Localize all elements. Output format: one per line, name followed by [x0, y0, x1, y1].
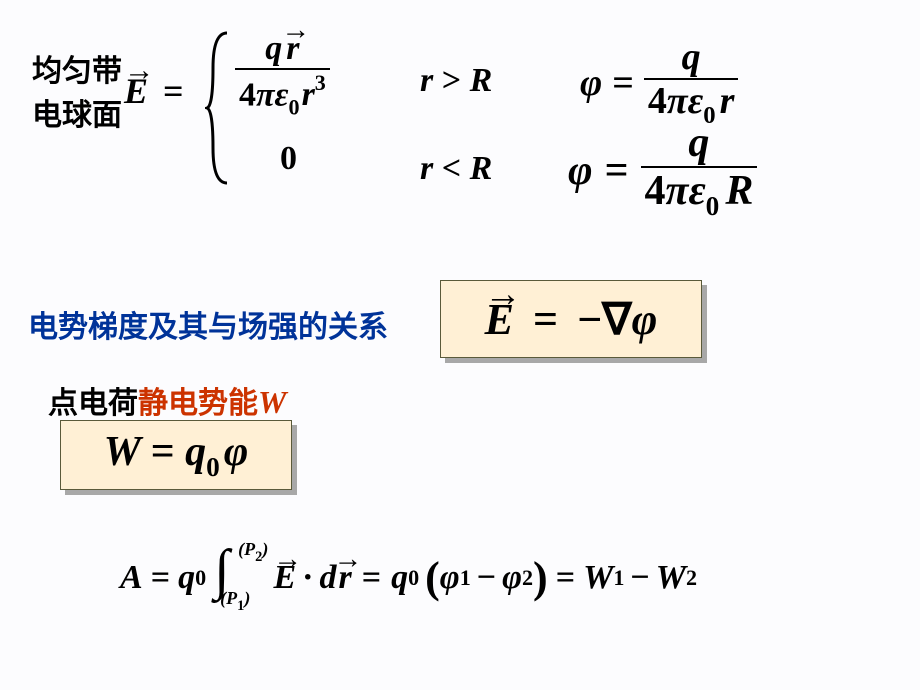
label-pe-red: 静电势能	[138, 387, 258, 420]
label-line1: 均匀带	[32, 50, 122, 94]
phi-inside: φ= q 4πε0R	[568, 120, 757, 222]
cond-r-lt-R: r < R	[420, 150, 492, 188]
e-vector-icon: E	[124, 70, 148, 112]
phi-outside: φ= q 4πε0r	[580, 36, 738, 131]
e-vector-equals: E =	[124, 70, 190, 112]
label-potential-energy: 点电荷静电势能W	[48, 378, 286, 422]
cond-r-gt-R: r > R	[420, 62, 492, 100]
label-gradient: 电势梯度及其与场强的关系	[28, 302, 388, 346]
label-line2: 电球面	[32, 94, 122, 138]
box-W-eq: W = q0φ	[60, 420, 292, 490]
left-brace-icon	[205, 28, 235, 188]
label-pe-black: 点电荷	[48, 387, 138, 420]
case2-zero: 0	[280, 140, 297, 178]
case1-fraction: qr 4πε0r3	[235, 30, 330, 120]
label-uniform-sphere: 均匀带 电球面	[32, 50, 122, 137]
work-integral-eq: A = q0 ∫ (P2) (P1) E · dr = q0 ( φ1 − φ2…	[120, 552, 697, 603]
box-gradient-eq: E = −∇φ	[440, 280, 702, 358]
label-pe-W: W	[258, 384, 286, 420]
